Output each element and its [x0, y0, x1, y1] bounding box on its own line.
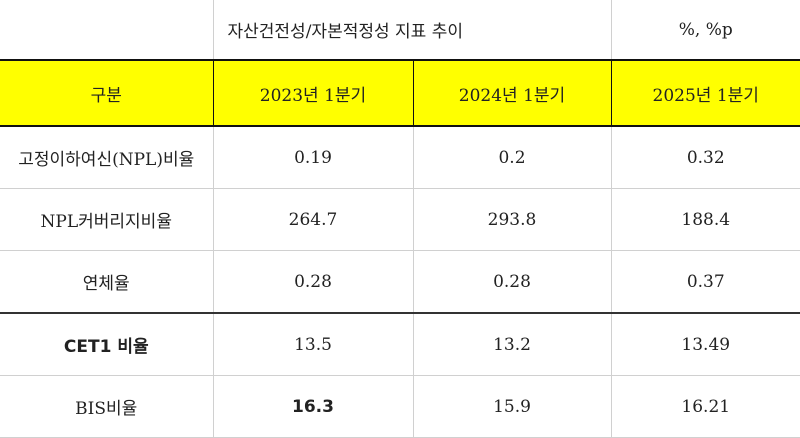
row-label: 연체율 — [0, 250, 214, 314]
header-row: 구분 2023년 1분기 2024년 1분기 2025년 1분기 — [0, 59, 800, 127]
row: BIS비율 16.3 15.9 16.21 — [0, 375, 800, 438]
cell: 16.3 — [212, 375, 414, 438]
unit-label: %, %p — [610, 0, 800, 60]
row: 연체율 0.28 0.28 0.37 — [0, 250, 800, 314]
cell: 293.8 — [412, 188, 612, 251]
column-header: 구분 — [0, 59, 214, 127]
column-header: 2024년 1분기 — [412, 59, 612, 127]
cell: 0.32 — [610, 126, 800, 189]
cell: 0.2 — [412, 126, 612, 189]
cell: 0.28 — [412, 250, 612, 314]
row-label: BIS비율 — [0, 375, 214, 438]
table-title: 자산건전성/자본적정성 지표 추이 — [212, 0, 611, 60]
row: NPL커버리지비율 264.7 293.8 188.4 — [0, 188, 800, 251]
cell: 13.2 — [412, 313, 612, 376]
cell: 0.28 — [212, 250, 414, 314]
cell: 16.21 — [610, 375, 800, 438]
row-label: 고정이하여신(NPL)비율 — [0, 126, 214, 189]
row: CET1 비율 13.5 13.2 13.49 — [0, 313, 800, 376]
row-label: CET1 비율 — [0, 313, 214, 376]
column-header: 2023년 1분기 — [212, 59, 414, 127]
cell: 264.7 — [212, 188, 414, 251]
title-row: 자산건전성/자본적정성 지표 추이 %, %p — [0, 0, 800, 60]
empty-cell — [0, 0, 214, 60]
cell: 13.49 — [610, 313, 800, 376]
column-header: 2025년 1분기 — [610, 59, 800, 127]
cell: 15.9 — [412, 375, 612, 438]
cell: 188.4 — [610, 188, 800, 251]
cell: 0.37 — [610, 250, 800, 314]
cell: 13.5 — [212, 313, 414, 376]
row: 고정이하여신(NPL)비율 0.19 0.2 0.32 — [0, 126, 800, 189]
cell: 0.19 — [212, 126, 414, 189]
row-label: NPL커버리지비율 — [0, 188, 214, 251]
